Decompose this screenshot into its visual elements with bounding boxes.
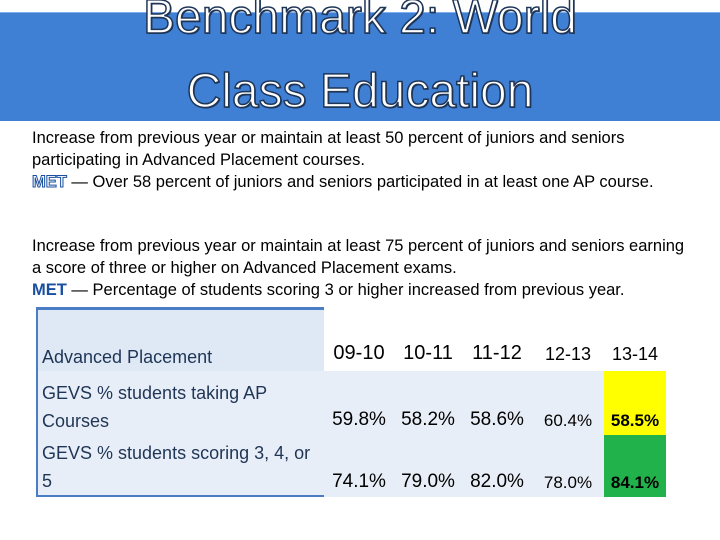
cell-0-2: 58.6% [462, 371, 532, 435]
year-header-4: 13-14 [604, 307, 666, 371]
met-status-2: MET [32, 281, 67, 299]
cell-0-1: 58.2% [394, 371, 462, 435]
benchmark-paragraph-2: Increase from previous year or maintain … [32, 235, 692, 301]
met-status-1: MET [32, 173, 68, 192]
table-header-label: Advanced Placement [36, 307, 324, 371]
cell-1-1: 79.0% [394, 435, 462, 497]
benchmark-paragraph-1: Increase from previous year or maintain … [32, 127, 692, 193]
row-label-1: GEVS % students scoring 3, 4, or 5 [36, 435, 324, 497]
year-header-2: 11-12 [462, 307, 532, 371]
cell-1-2: 82.0% [462, 435, 532, 497]
met-detail-1: — Over 58 percent of juniors and seniors… [66, 173, 654, 191]
table-header-row: Advanced Placement 09-10 10-11 11-12 12-… [36, 307, 666, 371]
cell-0-3: 60.4% [532, 371, 604, 435]
row-label-0: GEVS % students taking AP Courses [36, 371, 324, 435]
requirement-text-2: Increase from previous year or maintain … [32, 237, 685, 277]
table-row: GEVS % students taking AP Courses 59.8% … [36, 371, 666, 435]
cell-0-0: 59.8% [324, 371, 394, 435]
year-header-1: 10-11 [394, 307, 462, 371]
ap-results-table: Advanced Placement 09-10 10-11 11-12 12-… [36, 307, 666, 497]
cell-1-4-highlight: 84.1% [604, 435, 666, 497]
cell-1-3: 78.0% [532, 435, 604, 497]
title-banner [0, 12, 720, 121]
slide-title-line-2: Class Education [186, 65, 534, 118]
year-header-3: 12-13 [532, 307, 604, 371]
year-header-0: 09-10 [324, 307, 394, 371]
met-detail-2: — Percentage of students scoring 3 or hi… [66, 281, 625, 299]
cell-1-0: 74.1% [324, 435, 394, 497]
slide-title-line-1: Benchmark 2: World [142, 0, 577, 44]
cell-0-4-highlight: 58.5% [604, 371, 666, 435]
requirement-text-1: Increase from previous year or maintain … [32, 129, 625, 169]
table-row: GEVS % students scoring 3, 4, or 5 74.1%… [36, 435, 666, 497]
